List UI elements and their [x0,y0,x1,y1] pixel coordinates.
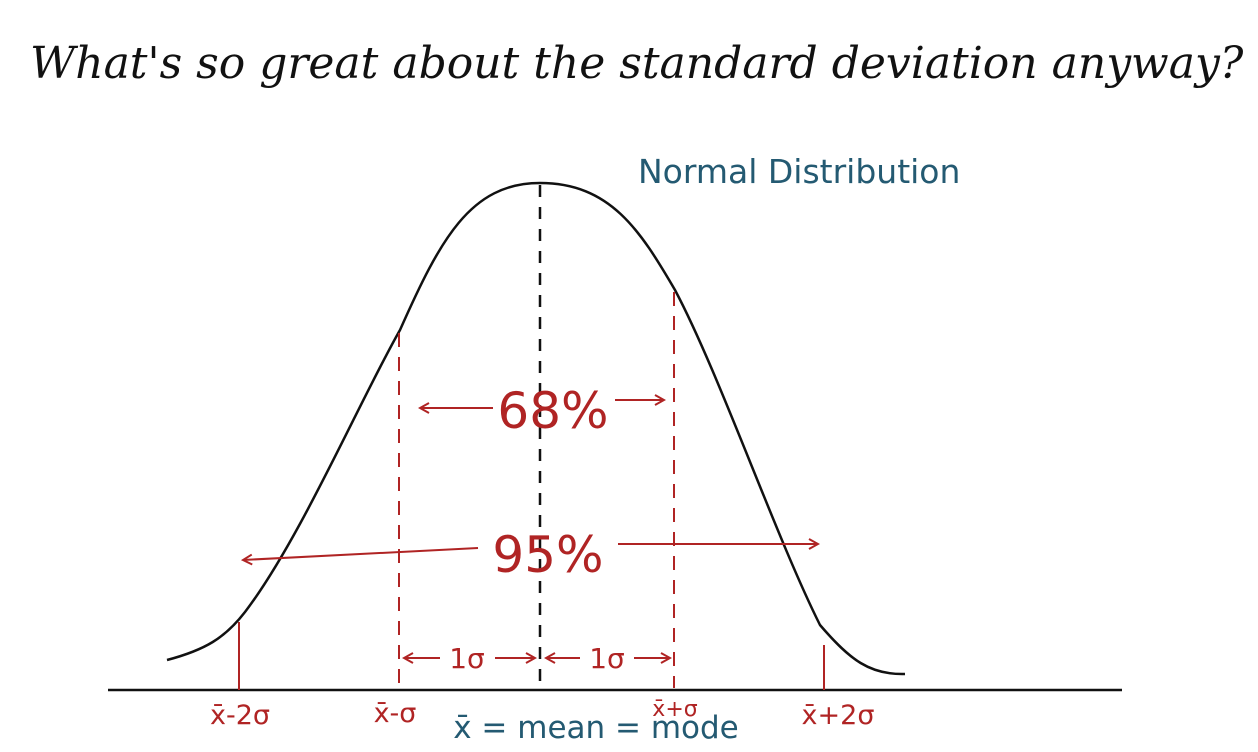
label-one-sigma-right: 1σ [589,642,625,675]
chart-label: Normal Distribution [638,152,960,191]
label-plus-1sd: x̄+σ [652,697,697,722]
label-68-percent: 68% [497,382,608,440]
label-one-sigma-left: 1σ [449,642,485,675]
arrow-95-left [243,547,479,560]
label-minus-2sd: x̄-2σ [210,700,270,731]
page-title: What's so great about the standard devia… [30,38,1244,89]
label-95-percent: 95% [492,526,603,584]
label-mean-mode: x̄ = mean = mode [453,710,739,746]
label-minus-1sd: x̄-σ [374,698,417,729]
label-plus-2sd: x̄+2σ [802,700,875,731]
